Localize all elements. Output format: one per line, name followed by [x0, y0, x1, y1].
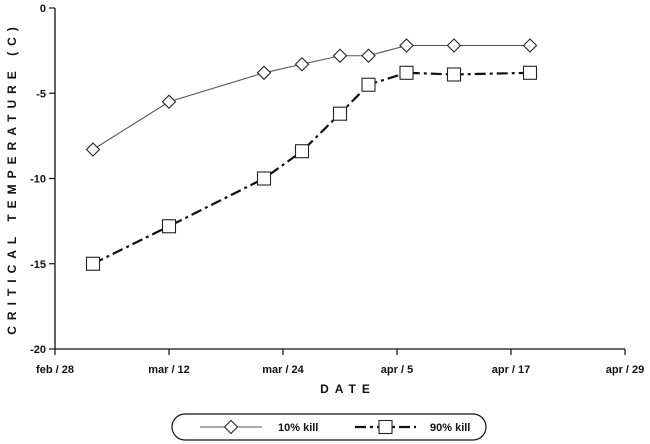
data-point-diamond — [161, 94, 177, 110]
x-axis-title: DATE — [320, 382, 376, 396]
data-point-diamond — [294, 56, 310, 72]
data-point-diamond — [446, 38, 462, 53]
data-point-square — [332, 106, 348, 121]
series-line — [92, 71, 531, 265]
data-point-diamond — [399, 38, 414, 53]
x-tick-label: apr / 5 — [381, 364, 413, 376]
data-point-square — [446, 67, 462, 82]
legend-label: 90% kill — [430, 422, 470, 434]
legend-marker-square — [378, 419, 393, 435]
data-point-square — [522, 65, 538, 80]
x-tick-label: apr / 29 — [606, 364, 645, 376]
data-point-diamond — [522, 38, 538, 53]
data-point-square — [256, 171, 272, 186]
legend-item-2: 90% kill — [355, 419, 470, 435]
x-tick-label: mar / 24 — [262, 364, 304, 376]
x-axis-ticks: feb / 28 mar / 12 mar / 24 apr / 5 apr / 17 a… — [36, 349, 644, 376]
y-tick-label: -20 — [30, 344, 46, 356]
y-tick-label: 0 — [40, 3, 46, 15]
series-1 — [85, 38, 538, 157]
series-line — [92, 44, 530, 150]
data-point-square — [294, 144, 310, 159]
legend-marker-diamond — [223, 419, 239, 435]
y-axis-ticks: 0 -5 -10 -15 -20 — [30, 3, 55, 356]
data-point-diamond — [256, 65, 272, 81]
x-tick-label: apr / 17 — [492, 364, 531, 376]
data-point-diamond — [85, 142, 101, 157]
y-tick-label: -5 — [36, 88, 46, 100]
y-tick-label: -10 — [30, 174, 46, 186]
legend: 10% kill 90% kill — [171, 413, 487, 441]
y-axis-title: CRITICAL TEMPERATURE (C) — [5, 21, 19, 335]
y-tick-label: -15 — [30, 259, 46, 271]
legend-label: 10% kill — [278, 422, 318, 434]
legend-frame — [171, 413, 487, 441]
plot-area — [85, 38, 538, 271]
legend-item-1: 10% kill — [200, 419, 318, 435]
data-point-diamond — [332, 48, 348, 64]
data-point-diamond — [361, 48, 376, 64]
x-tick-label: mar / 12 — [148, 364, 190, 376]
data-point-square — [161, 219, 177, 234]
x-tick-label: feb / 28 — [36, 364, 74, 376]
series-2 — [85, 65, 538, 271]
legend-items: 10% kill 90% kill — [200, 419, 470, 435]
data-point-square — [361, 77, 376, 92]
data-point-square — [85, 256, 101, 271]
data-point-square — [399, 65, 414, 80]
